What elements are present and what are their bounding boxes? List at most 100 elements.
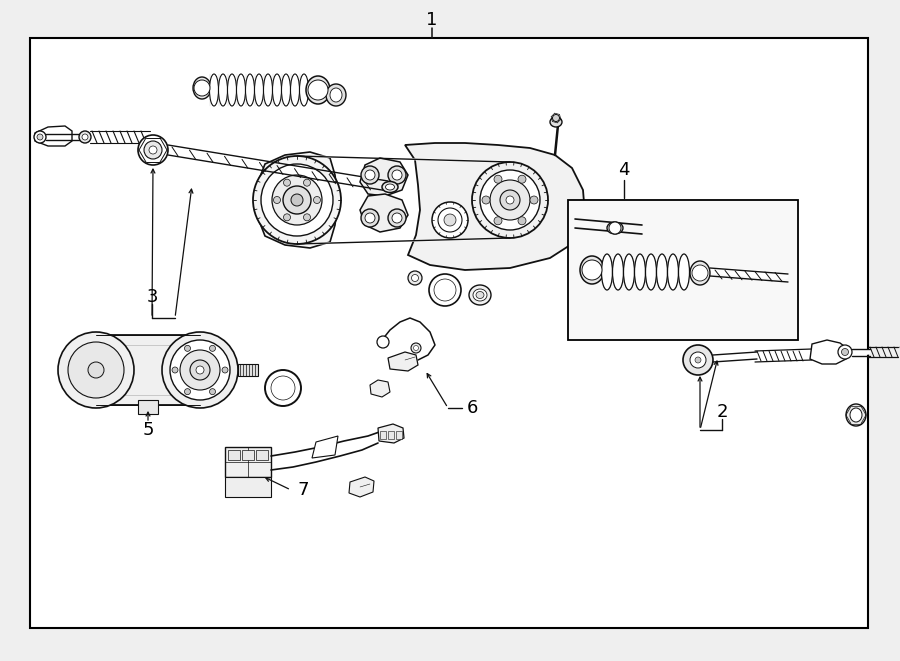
Polygon shape [388, 352, 418, 371]
Polygon shape [360, 158, 408, 196]
Circle shape [68, 342, 124, 398]
Circle shape [429, 274, 461, 306]
Circle shape [392, 213, 402, 223]
Circle shape [253, 156, 341, 244]
Circle shape [274, 196, 281, 204]
Ellipse shape [613, 254, 624, 290]
Circle shape [172, 367, 178, 373]
Bar [225, 447, 271, 477]
Circle shape [518, 217, 526, 225]
Circle shape [79, 131, 91, 143]
Circle shape [222, 367, 228, 373]
Circle shape [82, 134, 88, 140]
Polygon shape [35, 126, 72, 146]
Text: 7: 7 [297, 481, 309, 499]
Circle shape [210, 345, 215, 352]
Circle shape [582, 260, 602, 280]
Circle shape [308, 80, 328, 100]
Text: 2: 2 [716, 403, 728, 421]
Circle shape [518, 175, 526, 183]
Text: 6: 6 [466, 399, 478, 417]
Polygon shape [810, 340, 848, 364]
Bar [96, 335, 200, 405]
Circle shape [506, 196, 514, 204]
Circle shape [842, 348, 849, 356]
Circle shape [434, 279, 456, 301]
Circle shape [37, 134, 43, 140]
Polygon shape [258, 152, 338, 248]
Circle shape [303, 179, 310, 186]
Circle shape [472, 162, 548, 238]
Ellipse shape [601, 254, 613, 290]
Ellipse shape [264, 74, 273, 106]
Circle shape [88, 362, 104, 378]
Ellipse shape [237, 74, 246, 106]
Ellipse shape [846, 404, 866, 426]
Circle shape [365, 170, 375, 180]
Circle shape [170, 340, 230, 400]
Ellipse shape [306, 76, 330, 104]
Ellipse shape [291, 74, 300, 106]
Bar [568, 200, 798, 340]
Bar [30, 38, 868, 628]
Bar [380, 431, 386, 439]
Circle shape [58, 332, 134, 408]
Ellipse shape [273, 74, 282, 106]
Circle shape [365, 213, 375, 223]
Ellipse shape [645, 254, 656, 290]
Circle shape [411, 343, 421, 353]
Circle shape [480, 170, 540, 230]
Ellipse shape [668, 254, 679, 290]
Circle shape [149, 146, 157, 154]
Circle shape [284, 179, 291, 186]
Ellipse shape [193, 77, 211, 99]
Circle shape [34, 131, 46, 143]
Ellipse shape [255, 74, 264, 106]
Bar [225, 477, 271, 497]
Ellipse shape [550, 117, 562, 127]
Ellipse shape [210, 74, 219, 106]
Bar [242, 450, 254, 460]
Circle shape [303, 214, 310, 221]
Text: 1: 1 [427, 11, 437, 29]
Circle shape [388, 209, 406, 227]
Circle shape [184, 389, 191, 395]
Polygon shape [360, 194, 408, 232]
Circle shape [377, 336, 389, 348]
Circle shape [609, 222, 621, 234]
Ellipse shape [219, 74, 228, 106]
Ellipse shape [656, 254, 668, 290]
Circle shape [162, 332, 238, 408]
Circle shape [408, 271, 422, 285]
Circle shape [265, 370, 301, 406]
Circle shape [438, 208, 462, 232]
Circle shape [361, 166, 379, 184]
Circle shape [313, 196, 320, 204]
Circle shape [482, 196, 490, 204]
Ellipse shape [330, 88, 342, 102]
Bar [396, 431, 402, 439]
Ellipse shape [607, 222, 623, 234]
Circle shape [392, 170, 402, 180]
Circle shape [413, 346, 418, 350]
Circle shape [196, 366, 204, 374]
Circle shape [184, 345, 191, 352]
Bar [388, 431, 394, 439]
Ellipse shape [246, 74, 255, 106]
Circle shape [261, 164, 333, 236]
Ellipse shape [690, 261, 710, 285]
Ellipse shape [228, 74, 237, 106]
Ellipse shape [473, 289, 487, 301]
Circle shape [138, 135, 168, 165]
Circle shape [271, 376, 295, 400]
Circle shape [272, 175, 322, 225]
Polygon shape [378, 424, 404, 443]
Circle shape [283, 186, 311, 214]
Ellipse shape [679, 254, 689, 290]
Circle shape [361, 209, 379, 227]
Circle shape [444, 214, 456, 226]
Ellipse shape [580, 256, 604, 284]
Circle shape [690, 352, 706, 368]
Circle shape [695, 357, 701, 363]
Ellipse shape [300, 74, 309, 106]
